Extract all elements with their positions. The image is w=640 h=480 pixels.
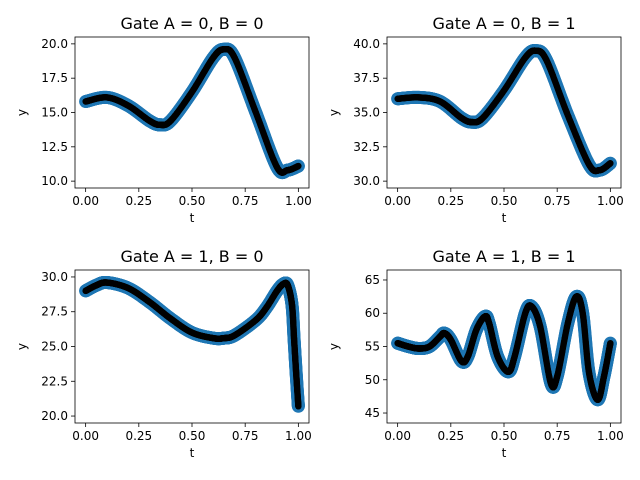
subplot-1: 0.00 0.25 0.50 0.75 1.00 30.0 32.5 35.0 37.5 40.0… xyxy=(327,14,624,225)
subplot-title: Gate A = 0, B = 1 xyxy=(432,14,575,33)
x-tick-label: 1.00 xyxy=(285,429,312,443)
x-tick-label: 0.50 xyxy=(179,429,206,443)
x-tick-label: 0.25 xyxy=(437,194,464,208)
y-tick-label: 30.0 xyxy=(353,174,380,188)
x-tick-label: 1.00 xyxy=(285,194,312,208)
y-tick-label: 35.0 xyxy=(353,106,380,120)
x-tick-label: 1.00 xyxy=(597,194,624,208)
y-axis-label: y xyxy=(15,109,29,116)
x-tick-label: 0.75 xyxy=(232,194,259,208)
y-tick-label: 12.5 xyxy=(41,140,68,154)
scatter-point-small xyxy=(607,160,614,167)
scatter-point-small xyxy=(295,403,302,410)
x-tick-label: 0.50 xyxy=(179,194,206,208)
subplot-title: Gate A = 1, B = 0 xyxy=(120,247,263,266)
series-group xyxy=(79,275,305,413)
x-tick-label: 0.75 xyxy=(544,194,571,208)
series-group xyxy=(79,42,305,180)
y-axis-label: y xyxy=(327,109,341,116)
x-tick-label: 0.00 xyxy=(72,194,99,208)
y-tick-label: 37.5 xyxy=(353,71,380,85)
x-tick-label: 0.00 xyxy=(72,429,99,443)
series-group xyxy=(391,44,617,178)
subplot-2: 0.00 0.25 0.50 0.75 1.00 20.0 22.5 25.0 27.5 30.0… xyxy=(15,247,312,460)
y-tick-label: 40.0 xyxy=(353,37,380,51)
y-tick-label: 15.0 xyxy=(41,106,68,120)
x-tick-label: 0.25 xyxy=(125,194,152,208)
x-axis-label: t xyxy=(502,211,507,225)
y-tick-label: 25.0 xyxy=(41,340,68,354)
series-group xyxy=(391,289,617,407)
y-tick-label: 22.5 xyxy=(41,374,68,388)
scatter-point-small xyxy=(295,162,302,170)
y-axis-label: y xyxy=(15,343,29,350)
x-tick-label: 0.75 xyxy=(232,429,259,443)
subplot-0: 0.00 0.25 0.50 0.75 1.00 10.0 12.5 15.0 17.5 20.0… xyxy=(15,14,312,225)
x-axis-label: t xyxy=(190,211,195,225)
y-tick-label: 20.0 xyxy=(41,409,68,423)
x-axis-label: t xyxy=(190,446,195,460)
y-tick-label: 30.0 xyxy=(41,270,68,284)
y-tick-label: 27.5 xyxy=(41,305,68,319)
subplot-title: Gate A = 0, B = 0 xyxy=(120,14,263,33)
y-tick-label: 17.5 xyxy=(41,71,68,85)
y-tick-label: 10.0 xyxy=(41,174,68,188)
y-tick-label: 32.5 xyxy=(353,140,380,154)
x-tick-label: 0.00 xyxy=(384,194,411,208)
x-tick-label: 0.50 xyxy=(491,194,518,208)
x-tick-label: 0.25 xyxy=(125,429,152,443)
y-tick-label: 20.0 xyxy=(41,37,68,51)
